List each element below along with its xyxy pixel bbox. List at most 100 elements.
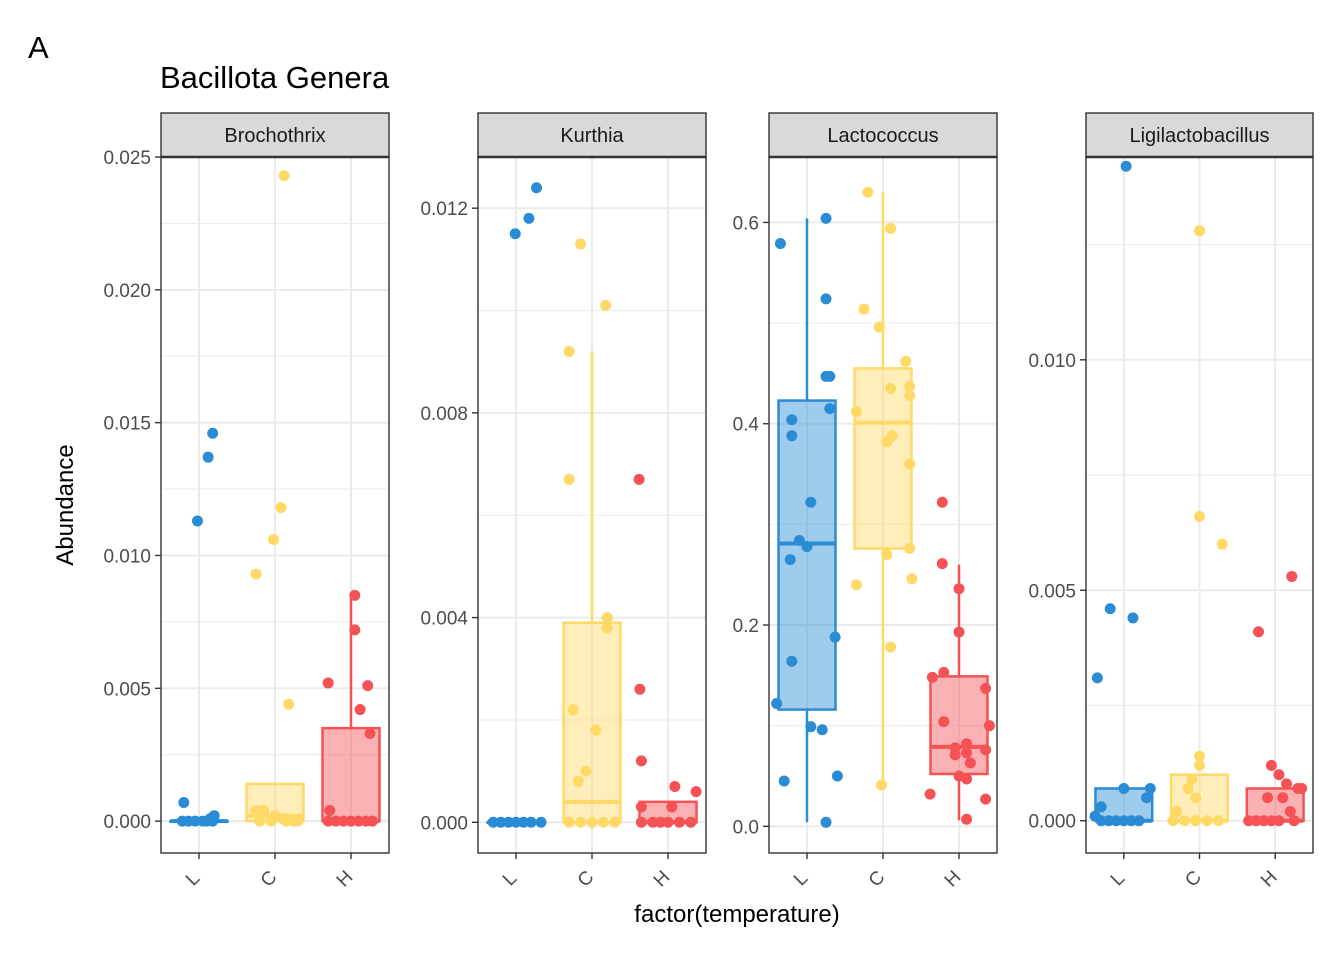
data-point-H [345, 815, 357, 827]
data-point-L [805, 496, 817, 508]
data-point-L [525, 816, 537, 828]
data-point-H [1258, 815, 1270, 827]
data-point-H [685, 816, 697, 828]
data-point-C [1190, 792, 1202, 804]
data-point-C [265, 815, 277, 827]
data-point-C [575, 816, 587, 828]
data-point-C [586, 816, 598, 828]
data-point-C [283, 698, 295, 710]
data-point-L [786, 430, 798, 442]
box-H [929, 675, 989, 776]
data-point-C [885, 382, 897, 394]
data-point-H [1277, 792, 1289, 804]
y-tick-label: 0.025 [103, 148, 151, 169]
y-tick-label: 0.012 [420, 199, 468, 220]
data-point-C [1194, 225, 1205, 237]
facet-panel-brochothrix: Brochothrix 0.000 0.005 0.010 0.015 0.020 0.02… [103, 112, 390, 892]
data-point-H [366, 815, 378, 827]
data-point-C [292, 815, 304, 827]
data-point-L [1141, 792, 1153, 804]
data-point-C [597, 816, 609, 828]
data-point-L [801, 541, 813, 553]
y-tick-label: 0.008 [420, 404, 468, 425]
data-point-H [1281, 778, 1293, 790]
data-point-L [1120, 160, 1132, 172]
data-point-L [1091, 672, 1103, 684]
data-point-H [953, 626, 965, 638]
data-point-H [662, 816, 674, 828]
data-point-L [531, 182, 543, 194]
data-point-C [862, 186, 874, 198]
data-point-C [1190, 815, 1202, 827]
data-point-L [1104, 603, 1116, 615]
facet-strip-label: Brochothrix [224, 125, 325, 147]
data-point-L [495, 816, 507, 828]
data-point-C [601, 612, 613, 624]
data-point-H [980, 793, 992, 805]
data-point-C [873, 321, 885, 333]
data-point-L [1127, 612, 1139, 624]
x-tick-label: H [333, 867, 358, 892]
data-point-L [202, 451, 214, 463]
data-point-L [1103, 815, 1115, 827]
data-point-C [1171, 806, 1183, 818]
y-tick-label: 0.004 [420, 609, 468, 630]
data-point-C [1216, 538, 1228, 550]
data-point-L [774, 238, 786, 250]
data-point-H [349, 589, 361, 601]
y-tick-label: 0.005 [1028, 581, 1076, 602]
data-point-H [1292, 782, 1304, 794]
data-point-H [936, 496, 948, 508]
facet-strip-label: Kurthia [560, 125, 624, 147]
data-point-C [609, 816, 621, 828]
facet-strip-label: Ligilactobacillus [1129, 125, 1269, 147]
data-point-H [666, 801, 678, 813]
data-point-C [563, 816, 575, 828]
data-point-H [1288, 815, 1300, 827]
data-point-L [1144, 782, 1156, 794]
y-tick-label: 0.2 [733, 616, 759, 637]
x-axis-title: factor(temperature) [634, 901, 839, 928]
y-tick-label: 0.005 [103, 679, 151, 700]
data-point-H [961, 747, 973, 759]
data-point-H [1250, 815, 1262, 827]
y-tick-label: 0.015 [103, 414, 151, 435]
data-point-H [980, 682, 992, 694]
data-point-L [1118, 782, 1130, 794]
data-point-L [204, 812, 216, 824]
data-point-C [904, 458, 916, 470]
data-point-C [904, 390, 916, 402]
x-tick-label: L [182, 868, 204, 890]
data-point-H [949, 749, 961, 761]
data-point-C [1194, 759, 1205, 771]
data-point-H [936, 558, 948, 570]
data-point-C [1212, 815, 1224, 827]
data-point-C [900, 355, 912, 367]
data-point-C [858, 303, 870, 315]
data-point-H [364, 727, 376, 739]
data-point-C [575, 238, 587, 250]
data-point-L [786, 655, 798, 667]
data-point-C [885, 222, 897, 234]
data-point-H [354, 704, 366, 716]
data-point-C [254, 815, 266, 827]
data-point-C [267, 534, 279, 546]
facet-panel-kurthia: Kurthia 0.000 0.004 0.008 0.012 L C H [420, 112, 707, 891]
data-point-C [881, 436, 893, 448]
data-point-C [906, 573, 918, 585]
data-point-L [523, 212, 535, 224]
data-point-L [191, 515, 203, 527]
facet-strip-label: Lactococcus [827, 125, 938, 147]
y-tick-label: 0.4 [733, 415, 760, 436]
y-tick-label: 0.0 [733, 817, 759, 838]
figure-tag: A [28, 30, 49, 65]
data-point-H [1265, 759, 1277, 771]
data-point-C [590, 724, 602, 736]
data-point-C [904, 543, 916, 555]
data-point-C [850, 406, 862, 418]
data-point-C [850, 579, 862, 591]
data-point-H [635, 816, 647, 828]
data-point-H [669, 780, 681, 792]
data-point-L [824, 370, 836, 382]
